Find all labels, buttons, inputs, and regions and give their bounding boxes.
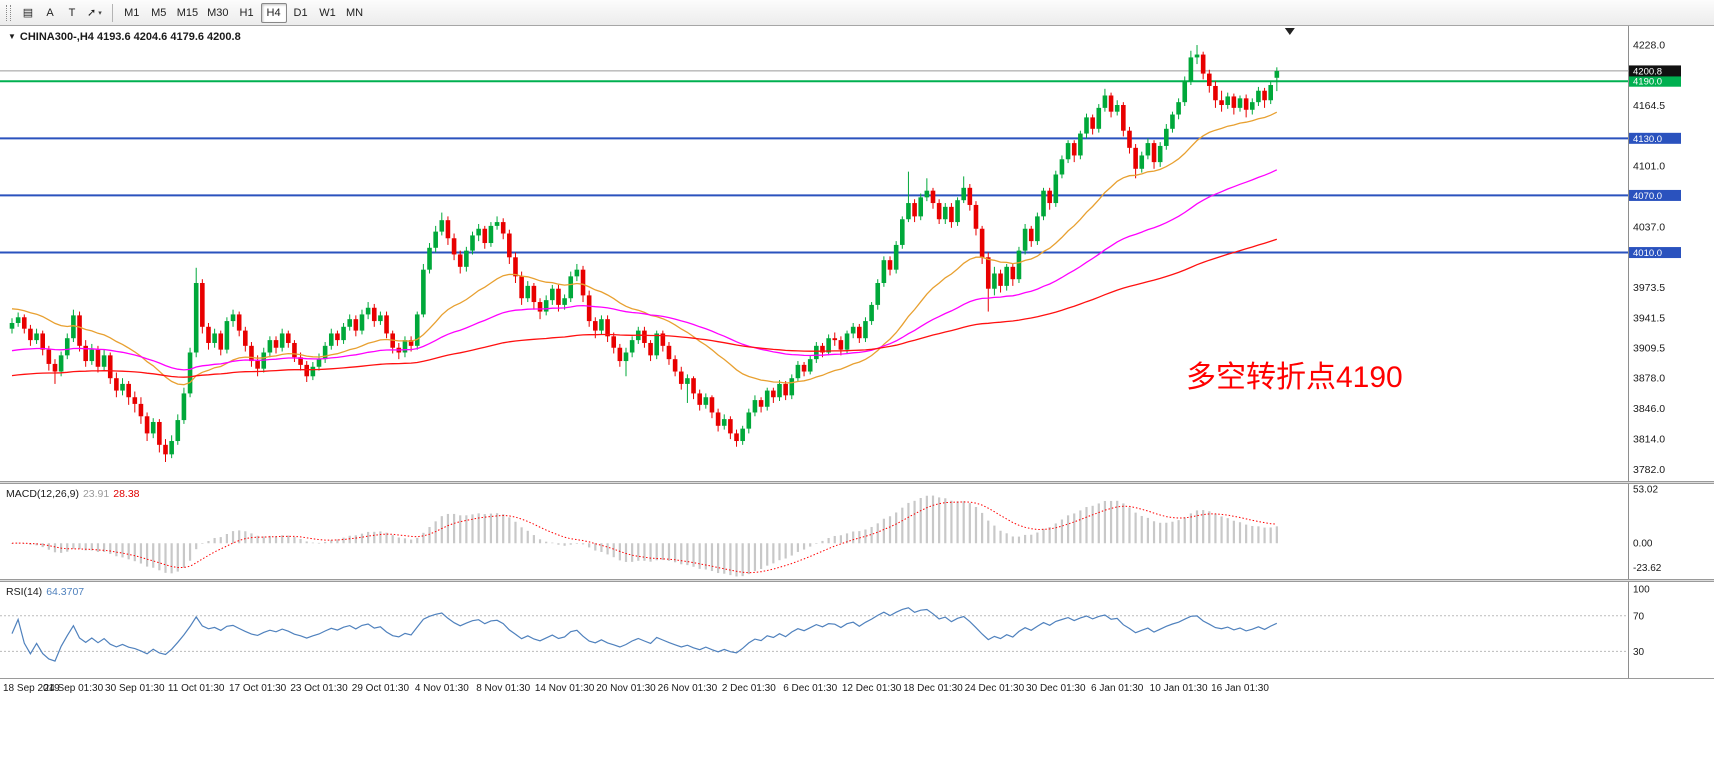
svg-text:3878.0: 3878.0 [1633,373,1665,385]
moving-average-28 [11,111,1278,386]
price-badge: 4070.0 [1629,189,1681,202]
arrows-dropdown-button[interactable]: ➚ ▾ [83,3,106,23]
macd-axis-ticks[interactable]: 53.02 0.00 -23.62 [1633,485,1662,574]
time-axis-label: 24 Sep 01:30 [43,683,104,694]
svg-text:3814.0: 3814.0 [1633,434,1665,446]
svg-text:100: 100 [1633,585,1650,596]
chart-annotation-text[interactable]: 多空转折点4190 [1186,361,1403,394]
time-axis-label: 23 Oct 01:30 [290,683,348,694]
timeframe-button-h4[interactable]: H4 [260,2,287,23]
timeframe-button-m5[interactable]: M5 [151,6,167,19]
svg-text:3941.5: 3941.5 [1633,312,1665,324]
timeframe-button-m15[interactable]: M15 [176,6,199,19]
candlesticks [9,45,1280,462]
svg-text:3846.0: 3846.0 [1633,403,1665,415]
toolbar-separator [111,3,113,22]
svg-text:3782.0: 3782.0 [1633,464,1665,476]
text-label-a-button[interactable]: A [39,3,61,23]
time-axis[interactable]: 18 Sep 2019 24 Sep 01:30 30 Sep 01:30 11 Oc… [0,678,1714,698]
svg-text:30: 30 [1633,647,1645,658]
time-axis-label: 18 Dec 01:30 [903,683,963,694]
price-axis-ticks[interactable]: 4228.0 4164.5 4101.0 4037.0 3973.5 3941.5 3909… [1633,40,1665,477]
time-axis-label: 18 Sep 2019 [3,683,60,694]
text-label-t-button[interactable]: T [61,3,83,23]
time-axis-label: 29 Oct 01:30 [351,683,410,694]
toolbar-grip[interactable] [6,4,11,21]
time-axis-label: 17 Oct 01:30 [228,683,287,694]
time-axis-label: 24 Dec 01:30 [964,683,1025,694]
price-badge: 4130.0 [1629,132,1681,145]
timeframe-button-m1[interactable]: M1 [124,6,140,19]
macd-signal-line [11,501,1277,574]
time-axis-label: 10 Jan 01:30 [1149,683,1208,694]
svg-text:4164.5: 4164.5 [1633,100,1665,112]
chart-objects-icon: ▤ [22,7,34,19]
svg-text:3973.5: 3973.5 [1633,282,1665,294]
svg-text:3909.5: 3909.5 [1633,343,1665,355]
rsi-line [11,607,1278,662]
pane-splitter-rsi[interactable] [0,579,1714,582]
time-axis-label: 30 Sep 01:30 [105,683,165,694]
timeframe-button-mn[interactable]: MN [345,6,364,19]
svg-text:4070.0: 4070.0 [1633,191,1662,202]
svg-text:53.02: 53.02 [1633,485,1658,496]
svg-text:4190.0: 4190.0 [1633,77,1662,88]
timeframe-button-m30[interactable]: M30 [207,6,229,19]
timeframe-button-w1[interactable]: W1 [319,6,336,19]
price-badge: 4010.0 [1629,247,1681,259]
timeframe-button-d1[interactable]: D1 [293,6,308,19]
svg-text:70: 70 [1633,611,1645,622]
text-a-icon: A [46,6,54,19]
timeframe-toolbar: M1 M5 M15 M30 H1 H4 D1 W1 MN [119,2,369,23]
time-axis-label: 6 Jan 01:30 [1091,683,1144,694]
time-axis-label: 11 Oct 01:30 [167,683,225,694]
time-axis-label: 2 Dec 01:30 [721,683,776,694]
text-t-icon: T [68,6,76,19]
rsi-axis-ticks[interactable]: 100 70 30 [1633,585,1650,658]
moving-average-160 [11,238,1278,378]
one-click-trading-toggle[interactable]: ▼ [8,32,16,41]
svg-text:-23.62: -23.62 [1633,563,1662,574]
svg-text:4101.0: 4101.0 [1633,160,1665,172]
svg-text:4200.8: 4200.8 [1633,66,1662,77]
time-axis-label: 20 Nov 01:30 [596,683,656,694]
svg-text:4010.0: 4010.0 [1633,248,1662,259]
moving-average-70 [11,169,1278,371]
time-axis-label: 6 Dec 01:30 [783,683,838,694]
rsi-indicator-pane[interactable]: 100 70 30 [0,582,1714,678]
price-badge: 4200.8 [1629,65,1681,77]
arrow-icon: ➚ [87,7,97,19]
timeframe-button-h1[interactable]: H1 [239,6,254,19]
time-axis-label: 30 Dec 01:30 [1026,683,1086,694]
svg-text:4130.0: 4130.0 [1633,134,1662,145]
time-axis-label: 14 Nov 01:30 [534,683,595,694]
time-axis-label: 4 Nov 01:30 [414,683,469,694]
time-axis-label: 8 Nov 01:30 [476,683,531,694]
horizontal-level-lines[interactable] [0,80,1628,254]
bottom-filler [0,698,1714,773]
chart-shift-marker[interactable] [1284,28,1295,35]
pane-splitter-macd[interactable] [0,481,1714,484]
svg-text:0.00: 0.00 [1633,539,1653,550]
price-badge: 4190.0 [1629,75,1681,88]
main-price-chart[interactable]: 4228.0 4164.5 4101.0 4037.0 3973.5 3941.5 3909… [0,26,1714,481]
macd-indicator-pane[interactable]: 53.02 0.00 -23.62 [0,484,1714,579]
toolbar: ▤ A T ➚ ▾ M1 M5 M15 M30 H1 H4 D1 W1 MN [0,0,1714,26]
chart-objects-button[interactable]: ▤ [17,3,39,23]
svg-text:4037.0: 4037.0 [1633,221,1665,233]
time-axis-label: 12 Dec 01:30 [841,683,902,694]
macd-histogram [10,495,1278,577]
chevron-down-icon: ▾ [98,9,102,17]
svg-text:4228.0: 4228.0 [1633,40,1665,52]
time-axis-label: 16 Jan 01:30 [1211,683,1269,694]
time-axis-label: 26 Nov 01:30 [657,683,718,694]
